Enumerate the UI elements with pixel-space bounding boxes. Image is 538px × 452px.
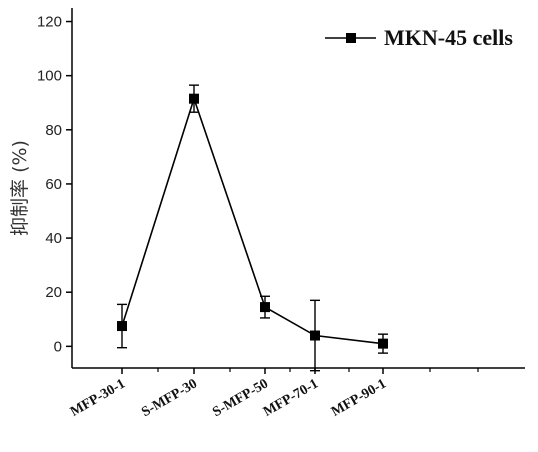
legend: MKN-45 cells: [325, 25, 513, 50]
series-line: [121, 96, 384, 345]
x-category-label: MFP-30-1: [68, 376, 128, 419]
data-point: [378, 338, 388, 349]
data-point: [310, 330, 320, 341]
y-axis-title: 抑制率 (%): [9, 140, 31, 236]
x-category-label: S-MFP-50: [210, 376, 271, 420]
y-tick-label: 60: [45, 176, 62, 193]
plot-area: [71, 8, 525, 369]
x-category-label: MFP-70-1: [261, 376, 321, 419]
x-category-label: MFP-90-1: [329, 376, 389, 419]
y-tick-label: 120: [37, 14, 62, 31]
data-point: [189, 93, 199, 104]
x-category-label: S-MFP-30: [139, 376, 200, 420]
legend-label: MKN-45 cells: [384, 25, 513, 50]
y-tick-label: 20: [45, 284, 62, 301]
data-point: [260, 302, 270, 313]
y-tick-label: 40: [45, 230, 62, 247]
data-point: [117, 321, 127, 332]
y-tick-label: 100: [37, 68, 62, 85]
y-tick-label: 0: [54, 338, 62, 355]
legend-marker: [346, 33, 356, 43]
y-ticks: 0 20 40 60 80 100 120: [37, 14, 72, 355]
series-layer: [117, 84, 388, 372]
y-tick-label: 80: [45, 122, 62, 139]
